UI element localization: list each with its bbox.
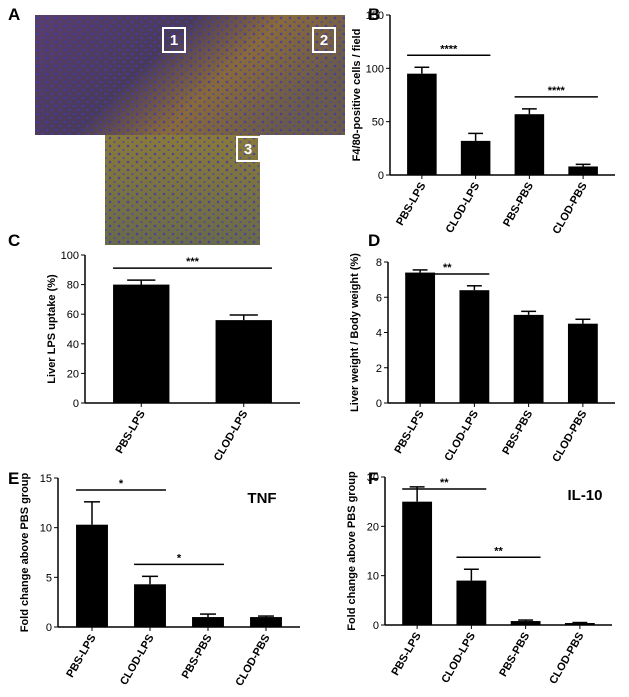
y-tick-label: 30 xyxy=(367,472,379,484)
panel-label: B xyxy=(368,5,380,24)
chart-title: IL-10 xyxy=(567,487,602,504)
y-tick-label: 60 xyxy=(67,309,79,321)
y-tick-label: 10 xyxy=(40,523,52,535)
bar xyxy=(250,617,282,627)
y-tick-label: 150 xyxy=(366,10,384,22)
bar xyxy=(510,621,541,625)
bar xyxy=(134,584,166,627)
y-tick-label: 0 xyxy=(46,622,52,634)
y-tick-label: 8 xyxy=(376,257,382,269)
x-tick-label: PBS-PBS xyxy=(180,633,215,681)
significance-label: **** xyxy=(548,85,566,97)
panel-label: A xyxy=(8,5,20,24)
x-tick-label: CLOD-LPS xyxy=(439,631,478,686)
bar xyxy=(460,140,491,175)
panel-label: E xyxy=(8,469,19,488)
x-tick-label: PBS-LPS xyxy=(114,409,148,456)
y-tick-label: 0 xyxy=(373,620,379,632)
significance-label: *** xyxy=(186,256,200,268)
x-tick-label: PBS-LPS xyxy=(392,409,426,456)
x-tick-label: CLOD-PBS xyxy=(547,631,586,687)
bar xyxy=(564,623,595,625)
micrograph: 1 2 3 xyxy=(35,15,345,245)
y-tick-label: 2 xyxy=(376,363,382,375)
x-tick-label: CLOD-LPS xyxy=(118,633,157,688)
bar xyxy=(456,580,487,625)
x-tick-label: CLOD-PBS xyxy=(551,181,590,237)
bar xyxy=(459,290,490,403)
x-tick-label: PBS-PBS xyxy=(500,409,535,457)
y-tick-label: 20 xyxy=(67,368,79,380)
y-tick-label: 0 xyxy=(378,170,384,182)
significance-label: ** xyxy=(443,262,452,274)
y-axis-label: Liver weight / Body weight (%) xyxy=(349,253,361,412)
y-tick-label: 0 xyxy=(376,398,382,410)
image-label: 2 xyxy=(320,32,328,49)
x-tick-label: CLOD-LPS xyxy=(442,409,481,464)
significance-label: **** xyxy=(440,43,458,55)
y-tick-label: 20 xyxy=(367,521,379,533)
significance-label: * xyxy=(119,478,124,490)
x-tick-label: PBS-LPS xyxy=(394,181,428,228)
bar xyxy=(113,284,170,403)
y-tick-label: 100 xyxy=(366,63,384,75)
x-tick-label: CLOD-LPS xyxy=(212,409,251,464)
significance-label: ** xyxy=(494,545,503,557)
bar xyxy=(514,114,545,175)
x-tick-label: PBS-LPS xyxy=(64,633,98,680)
y-tick-label: 4 xyxy=(376,328,382,340)
y-tick-label: 0 xyxy=(73,398,79,410)
image-label: 1 xyxy=(170,32,178,49)
x-tick-label: CLOD-PBS xyxy=(233,633,272,689)
y-tick-label: 5 xyxy=(46,572,52,584)
x-tick-label: CLOD-LPS xyxy=(444,181,483,236)
bar xyxy=(568,166,598,175)
x-tick-label: PBS-PBS xyxy=(501,181,536,229)
panel-label: D xyxy=(368,231,380,250)
bar xyxy=(513,314,544,403)
y-axis-label: F4/80-positive cells / field xyxy=(351,29,363,162)
x-tick-label: CLOD-PBS xyxy=(550,409,589,465)
x-tick-label: PBS-PBS xyxy=(497,631,532,679)
y-tick-label: 50 xyxy=(372,117,384,129)
bar xyxy=(407,73,437,175)
bar xyxy=(402,501,433,625)
y-tick-label: 15 xyxy=(40,473,52,485)
bar xyxy=(405,272,436,403)
bar xyxy=(567,323,598,403)
chart-title: TNF xyxy=(247,490,276,507)
bar xyxy=(76,524,108,627)
bar xyxy=(192,617,224,627)
y-tick-label: 40 xyxy=(67,339,79,351)
y-axis-label: Fold change above PBS group xyxy=(346,471,358,631)
panel-label: C xyxy=(8,231,20,250)
panel-label: F xyxy=(368,469,378,488)
y-tick-label: 100 xyxy=(61,250,79,262)
significance-label: * xyxy=(177,552,182,564)
y-axis-label: Fold change above PBS group xyxy=(19,472,31,632)
bar xyxy=(215,320,272,403)
x-tick-label: PBS-LPS xyxy=(389,631,423,678)
y-tick-label: 80 xyxy=(67,280,79,292)
y-axis-label: Liver LPS uptake (%) xyxy=(46,274,58,384)
significance-label: ** xyxy=(440,477,449,489)
y-tick-label: 10 xyxy=(367,571,379,583)
y-tick-label: 6 xyxy=(376,292,382,304)
image-label: 3 xyxy=(244,141,252,158)
